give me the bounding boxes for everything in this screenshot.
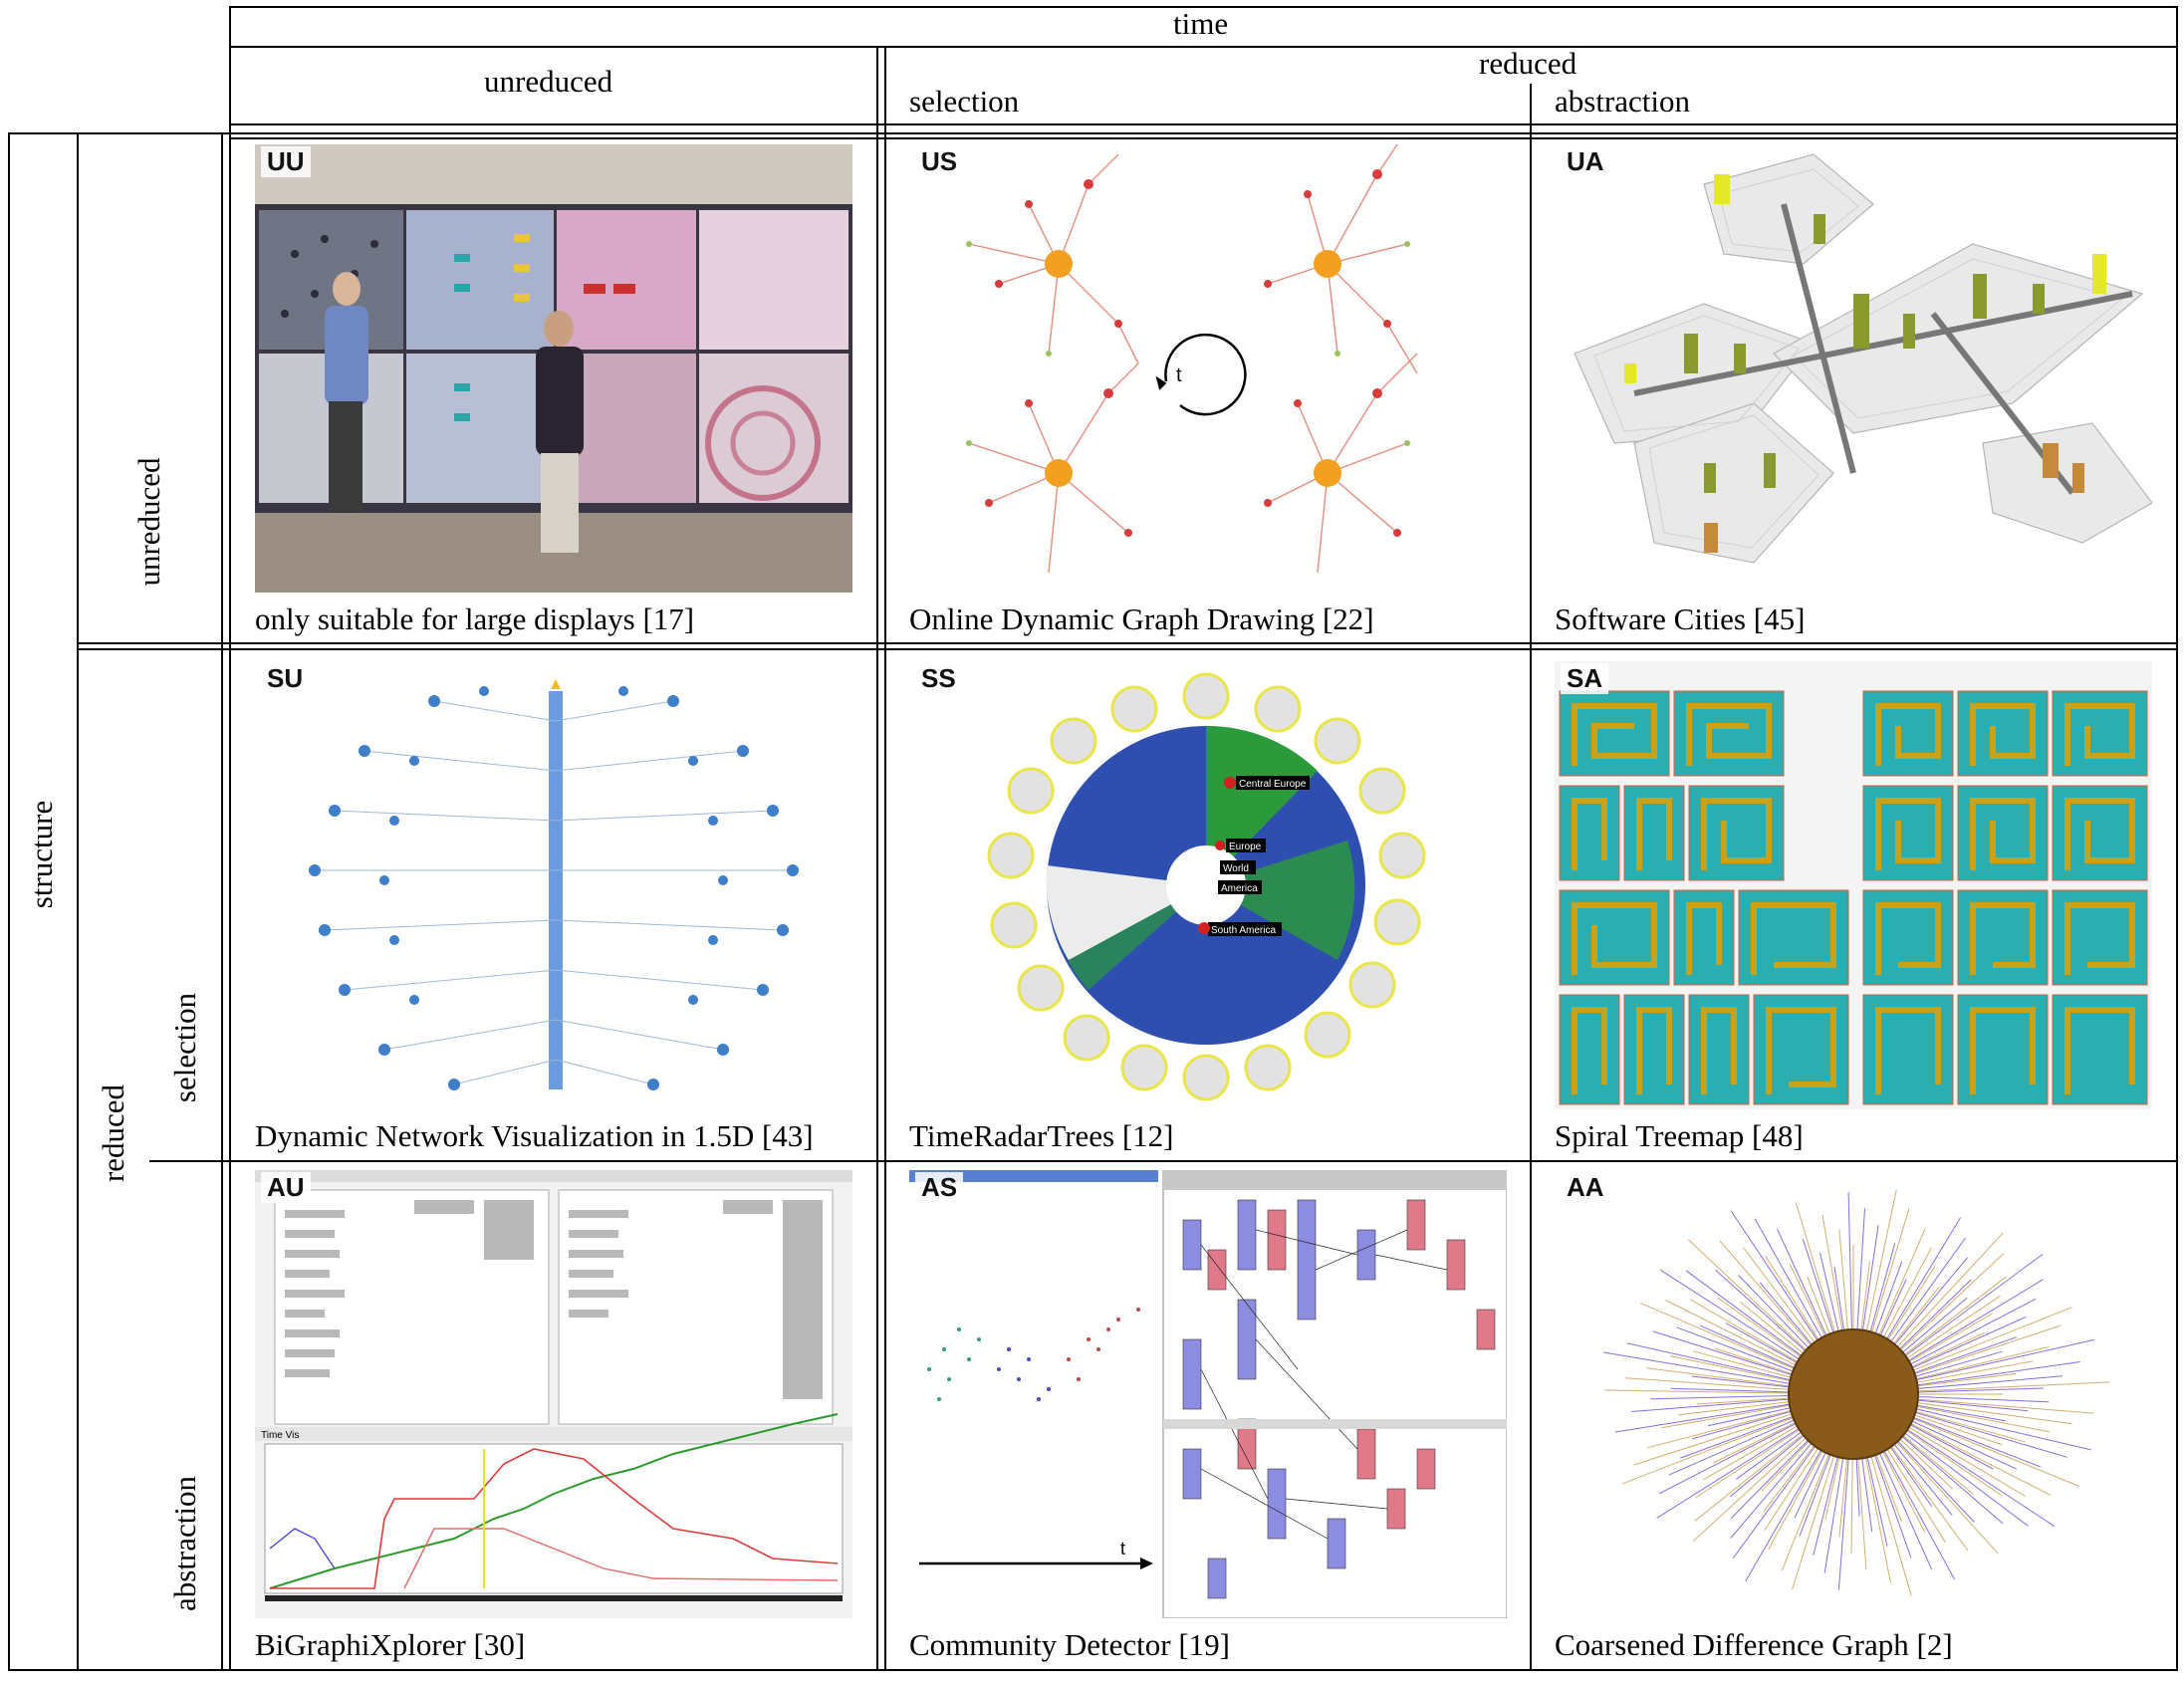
rule	[229, 123, 2178, 125]
header-reduced: reduced	[1479, 46, 1577, 81]
caption-as: Community Detector [19]	[909, 1627, 1230, 1662]
panel-tag: AU	[261, 1172, 311, 1203]
panel-tag: US	[915, 146, 964, 177]
caption-sa: Spiral Treemap [48]	[1555, 1118, 1804, 1153]
ss-label-world: World	[1223, 863, 1249, 874]
caption-aa: Coarsened Difference Graph [2]	[1555, 1627, 1953, 1662]
panel-us-graph: US t	[909, 144, 1507, 593]
panel-tag: AS	[915, 1172, 964, 1203]
au-window-title: Time Vis	[261, 1430, 299, 1441]
header-selection: selection	[909, 84, 1020, 119]
us-t-label: t	[1176, 364, 1182, 386]
rule	[229, 6, 231, 1671]
rule	[229, 137, 2178, 139]
panel-tag: UA	[1561, 146, 1610, 177]
row-selection: selection	[167, 992, 202, 1103]
row-structure: structure	[24, 800, 59, 909]
header-time: time	[1173, 6, 1229, 41]
panel-tag: AA	[1561, 1172, 1610, 1203]
panel-tag: SA	[1561, 663, 1609, 694]
as-t-label: t	[1120, 1539, 1125, 1559]
rule	[78, 648, 2178, 650]
caption-us: Online Dynamic Graph Drawing [22]	[909, 601, 1374, 636]
panel-as-community: AS t	[909, 1170, 1507, 1618]
panel-tag: SS	[915, 663, 962, 694]
ss-label-central-europe: Central Europe	[1239, 779, 1307, 790]
panel-au-bigraph: AU Time Vis	[255, 1170, 852, 1618]
rule	[1530, 84, 1532, 1671]
rule	[8, 132, 2178, 134]
rule	[229, 6, 2178, 8]
rule	[78, 642, 2178, 644]
panel-tag: UU	[261, 146, 311, 177]
panel-sa-treemap: SA	[1555, 661, 2152, 1109]
header-unreduced: unreduced	[484, 64, 613, 99]
panel-su-network: SU	[255, 661, 852, 1109]
row-reduced: reduced	[96, 1083, 130, 1183]
panel-uu-photo: UU	[255, 144, 852, 593]
rule	[229, 46, 2178, 48]
rule	[884, 46, 886, 1671]
caption-su: Dynamic Network Visualization in 1.5D [4…	[255, 1118, 814, 1153]
caption-au: BiGraphiXplorer [30]	[255, 1627, 526, 1662]
rule	[149, 1160, 2178, 1162]
rule	[2176, 6, 2178, 1671]
row-unreduced: unreduced	[131, 457, 166, 587]
row-abstraction: abstraction	[167, 1475, 202, 1612]
rule	[221, 132, 223, 1671]
rule	[8, 1669, 2178, 1671]
ss-label-america: America	[1221, 883, 1258, 894]
panel-tag: SU	[261, 663, 310, 694]
ss-label-europe: Europe	[1229, 841, 1262, 852]
rule	[77, 132, 79, 1671]
ss-label-south-america: South America	[1211, 925, 1276, 936]
header-abstraction: abstraction	[1555, 84, 1691, 119]
caption-uu: only suitable for large displays [17]	[255, 601, 695, 636]
rule	[876, 46, 878, 1671]
caption-ua: Software Cities [45]	[1555, 601, 1806, 636]
caption-ss: TimeRadarTrees [12]	[909, 1118, 1174, 1153]
rule	[8, 132, 10, 1671]
panel-aa-difference: AA	[1555, 1170, 2152, 1618]
panel-ua-cities: UA	[1555, 144, 2152, 593]
panel-ss-radar: SS Central Europe Europe World America	[909, 661, 1507, 1109]
